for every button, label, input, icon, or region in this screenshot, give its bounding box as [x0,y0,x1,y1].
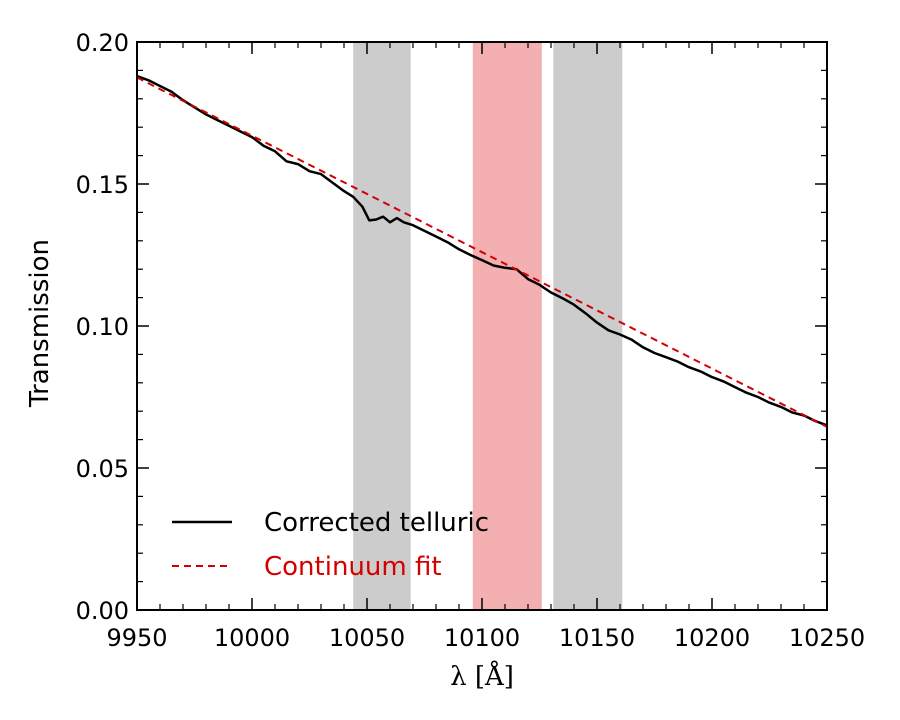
axis-ticks [136,41,828,611]
x-tick-label: 10000 [214,624,290,652]
x-tick-label: 10200 [674,624,750,652]
x-axis-label: λ [Å] [450,660,514,692]
x-tick-label: 10050 [329,624,405,652]
x-tick-label: 10100 [444,624,520,652]
gray-band-1 [353,42,411,610]
legend-label-corrected-telluric: Corrected telluric [264,508,489,538]
red-band [472,42,542,610]
y-tick-label: 0.10 [76,313,129,341]
y-tick-label: 0.05 [76,455,129,483]
series-line-corrected-telluric [136,74,828,427]
y-tick-label: 0.20 [76,29,129,57]
shaded-bands [353,42,623,610]
y-tick-label: 0.15 [76,171,129,199]
series-line-continuum-fit [136,76,828,428]
y-tick-label: 0.00 [76,597,129,625]
legend-label-continuum-fit: Continuum fit [264,552,442,582]
data-series [136,74,828,428]
tick-labels: 9950 10000 10050 10100 10150 10200 10250 0.00 0.… [76,29,866,652]
x-tick-label: 10250 [789,624,865,652]
x-tick-label: 10150 [559,624,635,652]
y-axis-label: Transmission [25,239,55,408]
x-tick-label: 9950 [106,624,167,652]
legend: Corrected telluric Continuum fit [172,508,489,582]
gray-band-2 [553,42,623,610]
